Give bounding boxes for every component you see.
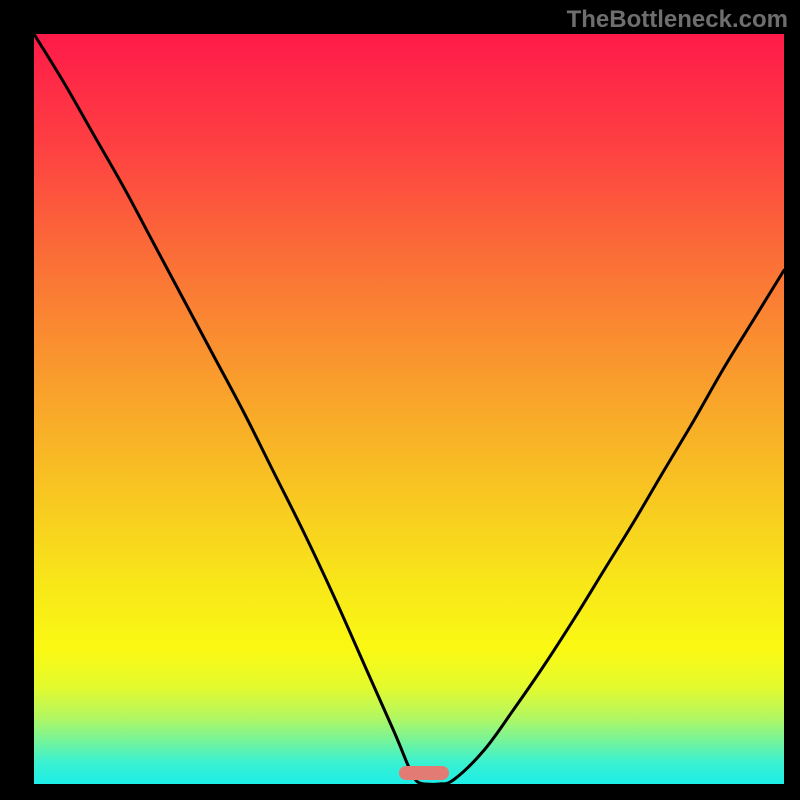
chart-stage: TheBottleneck.com	[0, 0, 800, 800]
minimum-marker	[399, 766, 449, 780]
bottleneck-curve	[34, 34, 784, 784]
watermark-text: TheBottleneck.com	[567, 6, 788, 34]
plot-area	[34, 34, 784, 784]
